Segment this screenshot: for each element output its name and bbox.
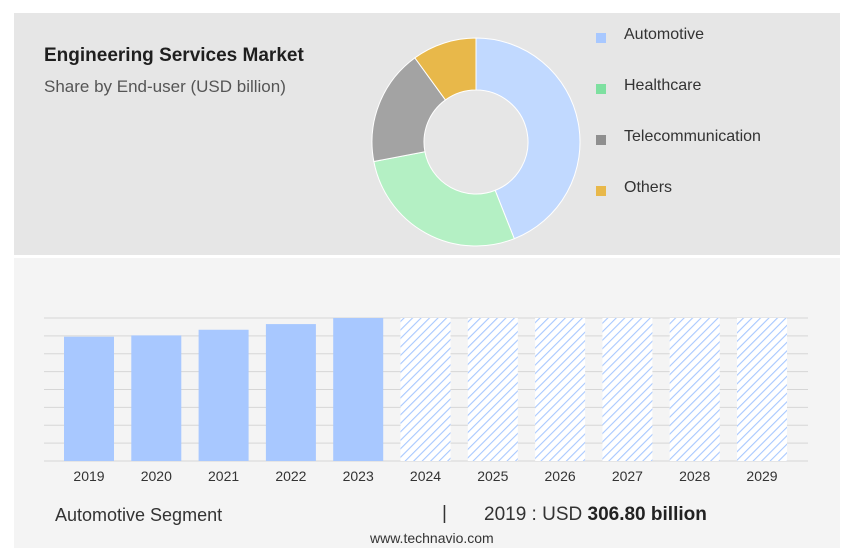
x-tick-label: 2020: [141, 468, 172, 484]
value-text: 306.80 billion: [587, 504, 707, 525]
legend: Automotive Healthcare Telecommunication …: [596, 26, 761, 230]
bar-2023: [333, 318, 384, 461]
donut-slice-others: [414, 37, 477, 101]
x-tick-label: 2024: [410, 468, 441, 484]
bar-2025: [467, 318, 518, 461]
legend-item-telecommunication: Telecommunication: [596, 128, 761, 179]
bar-2021: [198, 329, 249, 461]
bar-2026: [535, 318, 586, 461]
legend-item-automotive: Automotive: [596, 26, 761, 77]
year-label: 2019 : USD: [484, 504, 583, 525]
segment-label: Automotive Segment: [55, 505, 223, 525]
legend-swatch: [596, 186, 606, 196]
legend-item-healthcare: Healthcare: [596, 77, 761, 128]
bar-chart: [64, 318, 787, 461]
x-tick-label: 2023: [343, 468, 374, 484]
x-axis: 2019 2020 2021 2022 2023 2024 2025 2026 2027 2028…: [73, 468, 777, 484]
bar-2022: [265, 324, 316, 461]
x-tick-label: 2022: [275, 468, 306, 484]
legend-label: Telecommunication: [624, 128, 761, 145]
x-tick-label: 2027: [612, 468, 643, 484]
x-tick-label: 2025: [477, 468, 508, 484]
bar-2020: [131, 335, 182, 461]
segment-value: 2019 : USD 306.80 billion: [484, 504, 707, 526]
donut-chart: [371, 37, 581, 247]
x-tick-label: 2019: [73, 468, 104, 484]
legend-item-others: Others: [596, 179, 761, 230]
x-tick-label: 2029: [746, 468, 777, 484]
source-link[interactable]: www.technavio.com: [370, 530, 494, 546]
bar-2019: [64, 336, 114, 461]
legend-label: Automotive: [624, 26, 705, 43]
legend-swatch: [596, 84, 606, 94]
legend-swatch: [596, 33, 606, 43]
chart-title: Engineering Services Market: [44, 45, 304, 66]
x-tick-label: 2026: [545, 468, 576, 484]
bar-2024: [400, 318, 451, 461]
legend-label: Healthcare: [624, 77, 702, 94]
donut-slice-healthcare: [373, 151, 515, 247]
legend-swatch: [596, 135, 606, 145]
x-tick-label: 2021: [208, 468, 239, 484]
chart-subtitle: Share by End-user (USD billion): [44, 77, 286, 96]
x-tick-label: 2028: [679, 468, 710, 484]
bar-2028: [669, 318, 720, 461]
bar-2029: [737, 318, 787, 461]
legend-label: Others: [624, 179, 673, 196]
footer-separator: |: [442, 503, 447, 524]
bar-2027: [602, 318, 653, 461]
donut-slice-automotive: [475, 37, 581, 240]
